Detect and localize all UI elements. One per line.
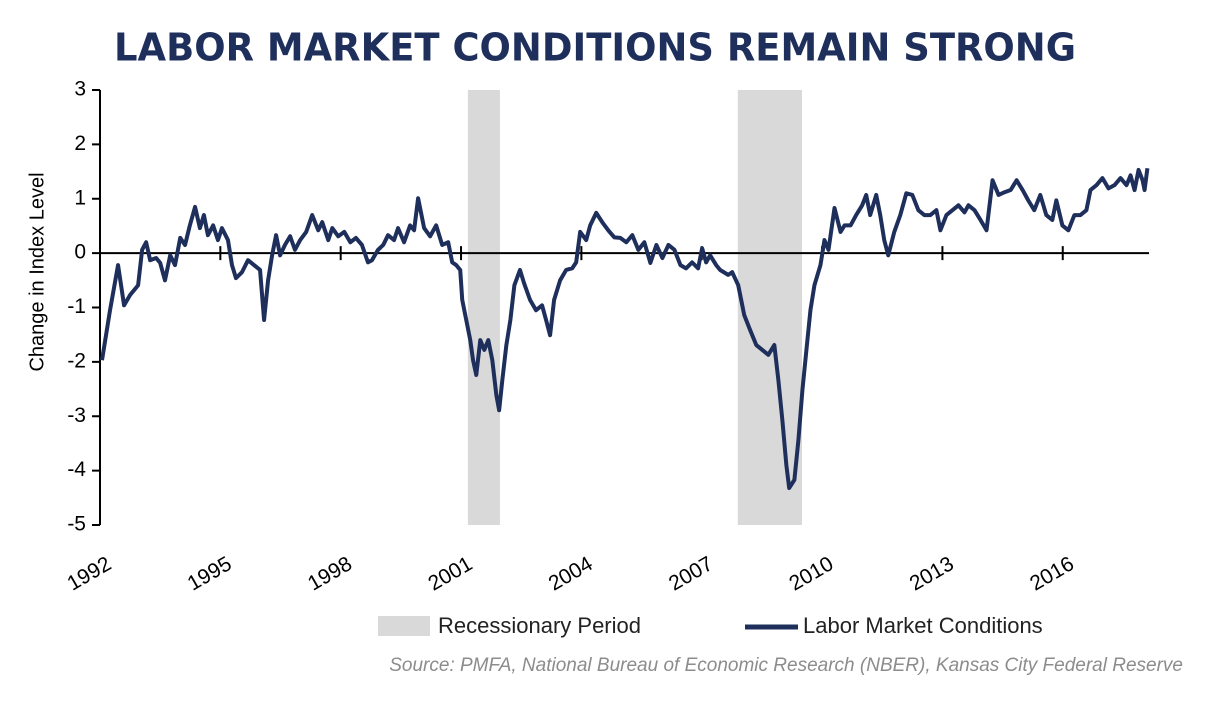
x-tick-label: 1998 (304, 552, 356, 595)
source-note: Source: PMFA, National Bureau of Economi… (389, 655, 1183, 676)
recession-band (737, 90, 803, 525)
recession-band (467, 90, 500, 525)
y-tick-label: -2 (67, 349, 86, 372)
x-tick-label: 1995 (184, 552, 236, 595)
x-tick-label: 2007 (665, 552, 717, 595)
y-tick-label: 0 (74, 241, 86, 264)
legend-swatch (378, 616, 430, 636)
y-tick-label: -1 (67, 295, 86, 318)
legend-label: Labor Market Conditions (803, 613, 1043, 638)
chart-title: LABOR MARKET CONDITIONS REMAIN STRONG (114, 26, 1076, 70)
y-tick-label: -5 (67, 513, 86, 536)
y-tick-label: 2 (74, 132, 86, 155)
x-tick-label: 2001 (424, 552, 476, 595)
y-tick-label: -3 (67, 404, 86, 427)
x-tick-label: 1992 (63, 552, 115, 595)
legend-label: Recessionary Period (438, 613, 641, 638)
x-tick-label: 2013 (906, 552, 958, 595)
x-tick-label: 2004 (545, 552, 597, 595)
x-tick-label: 2010 (785, 552, 837, 595)
data-line (100, 167, 1150, 491)
y-axis-title: Change in Index Level (26, 172, 48, 371)
y-tick-label: -4 (67, 458, 86, 481)
y-tick-label: 3 (74, 78, 86, 101)
y-tick-label: 1 (74, 186, 86, 209)
x-tick-label: 2016 (1026, 552, 1078, 595)
